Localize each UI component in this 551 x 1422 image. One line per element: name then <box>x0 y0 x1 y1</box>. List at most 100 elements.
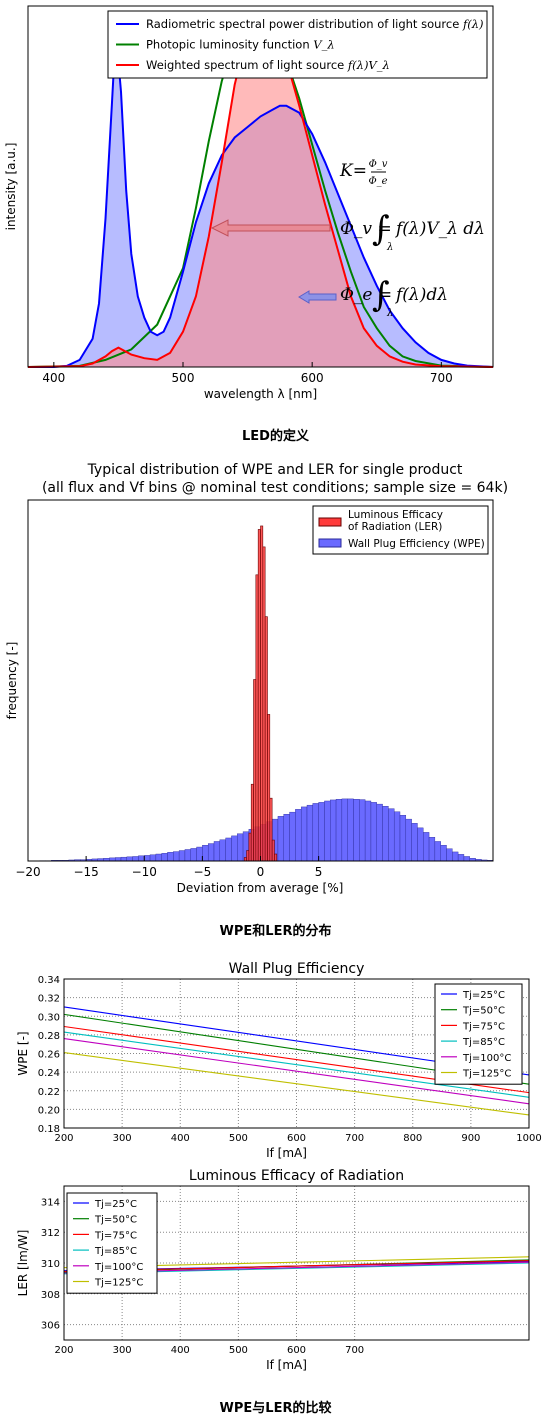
chart-subtitle: (all flux and Vf bins @ nominal test con… <box>42 480 508 496</box>
wpe-bar <box>138 855 145 862</box>
x-tick-label: −15 <box>73 865 98 879</box>
arrow-phi-e <box>298 290 337 304</box>
wpe-bar <box>330 799 337 862</box>
formula-phi-v-lhs: Φ_v = <box>340 219 392 239</box>
legend-entry: Tj=125°C <box>94 1278 143 1289</box>
legend-box <box>66 1192 158 1294</box>
series-line-spd <box>28 31 494 368</box>
x-tick-label: 400 <box>171 1133 190 1144</box>
wpe-bar <box>440 845 447 862</box>
wpe-bar <box>207 843 215 862</box>
chart-title: Luminous Efficacy of Radiation <box>189 1168 404 1184</box>
ler-bar <box>250 783 254 862</box>
y-tick-label: 0.34 <box>38 975 60 986</box>
wpe-bar <box>300 806 308 862</box>
wpe-bar <box>167 852 174 862</box>
y-tick-label: 0.32 <box>38 994 60 1005</box>
ler-bar <box>246 850 250 862</box>
wpe-bar <box>120 856 128 862</box>
wpe-bar <box>423 832 430 862</box>
wpe-bar <box>114 857 122 862</box>
y-tick-label: 0.22 <box>38 1087 60 1098</box>
ler-bar <box>257 529 261 862</box>
legend-swatch <box>318 538 342 548</box>
y-tick-label: 306 <box>41 1321 60 1332</box>
y-tick-label: 308 <box>41 1290 60 1301</box>
formula-phi-e-rhs: f(λ)dλ <box>394 285 448 305</box>
wpe-bar <box>388 808 395 862</box>
legend-entry: Tj=75°C <box>94 1230 137 1241</box>
wpe-bar <box>353 799 360 862</box>
x-tick-label: 500 <box>229 1345 248 1356</box>
ler-bar <box>243 857 247 862</box>
y-tick-label: 0.24 <box>38 1068 60 1079</box>
caption-spectrum: LED的定义 <box>242 429 309 444</box>
wpe-bar <box>347 798 354 862</box>
formula-phi-e-lhs: Φ_e = <box>340 285 392 305</box>
x-tick-label: 700 <box>345 1133 364 1144</box>
x-tick-label: 5 <box>315 865 323 879</box>
legend-entry: Luminous Efficacy <box>348 509 443 521</box>
ler-bar <box>269 797 273 862</box>
x-tick-label: 700 <box>345 1345 364 1356</box>
x-tick-label: 700 <box>430 371 453 385</box>
wpe-bar <box>312 803 319 862</box>
ler-bar <box>260 525 264 862</box>
wpe-bar <box>382 806 389 862</box>
wpe-bar <box>335 799 343 862</box>
y-tick-label: 310 <box>41 1259 60 1270</box>
figure-spectrum: 400 500 600 700 wavelength λ [nm] intensity [… <box>0 0 551 460</box>
legend-entry: Tj=25°C <box>94 1199 137 1210</box>
wpe-bar <box>219 839 226 862</box>
legend-swatch <box>318 517 342 527</box>
chart-title: Typical distribution of WPE and LER for … <box>87 462 463 478</box>
legend-entry: Radiometric spectral power distribution … <box>146 17 483 31</box>
wpe-bar <box>370 802 377 862</box>
plot-frame <box>63 978 530 1129</box>
legend: Radiometric spectral power distribution … <box>107 10 488 79</box>
wpe-bar <box>149 854 157 862</box>
ler-bar <box>271 839 275 862</box>
legend-entry: Tj=50°C <box>462 1006 505 1017</box>
wpe-bar <box>277 816 284 862</box>
x-tick-label: 800 <box>403 1133 422 1144</box>
integral-sign: ∫ <box>372 209 390 249</box>
figure-ler: Luminous Efficacy of Radiation 200 300 400 5… <box>0 1160 551 1422</box>
x-tick-label: 300 <box>113 1345 132 1356</box>
wpe-bar <box>434 841 441 862</box>
wpe-bar <box>399 815 407 862</box>
formula-k-denominator: Φ_e <box>368 176 387 187</box>
ler-line-chart: Luminous Efficacy of Radiation 200 300 400 5… <box>16 1168 530 1372</box>
wpe-bar <box>144 855 151 862</box>
x-tick-label: 0 <box>257 865 265 879</box>
series-line <box>63 1052 530 1116</box>
wpe-bar <box>428 837 436 862</box>
ler-bar <box>255 574 259 862</box>
x-tick-label: 300 <box>113 1133 132 1144</box>
x-tick-label: 900 <box>461 1133 480 1144</box>
series-line <box>63 1031 530 1098</box>
x-tick-label: 600 <box>287 1345 306 1356</box>
ler-bar <box>267 714 271 862</box>
formula-k-lhs: K= <box>339 161 367 181</box>
x-axis-label: If [mA] <box>266 1146 307 1160</box>
y-axis-label: LER [lm/W] <box>16 1230 30 1297</box>
wpe-bar <box>231 835 238 862</box>
formula-phi-v-rhs: f(λ)V_λ dλ <box>394 219 485 239</box>
x-tick-label: 400 <box>42 371 65 385</box>
integral-lower-limit: λ <box>386 308 393 319</box>
wpe-bar <box>237 833 244 862</box>
caption-comparison: WPE与LER的比较 <box>219 1401 332 1416</box>
series-line <box>63 1038 530 1105</box>
wpe-bar <box>411 823 418 862</box>
x-axis-label: wavelength λ [nm] <box>204 387 317 401</box>
x-tick-label: 200 <box>54 1345 73 1356</box>
wpe-bar <box>306 804 314 862</box>
wpe-bar <box>417 827 424 862</box>
y-axis-label: intensity [a.u.] <box>4 143 18 231</box>
wpe-bar <box>178 850 186 862</box>
caption-histogram: WPE和LER的分布 <box>219 924 332 939</box>
integral-lower-limit: λ <box>386 242 393 253</box>
legend-entry: Tj=100°C <box>462 1053 511 1064</box>
legend-box <box>312 505 489 555</box>
